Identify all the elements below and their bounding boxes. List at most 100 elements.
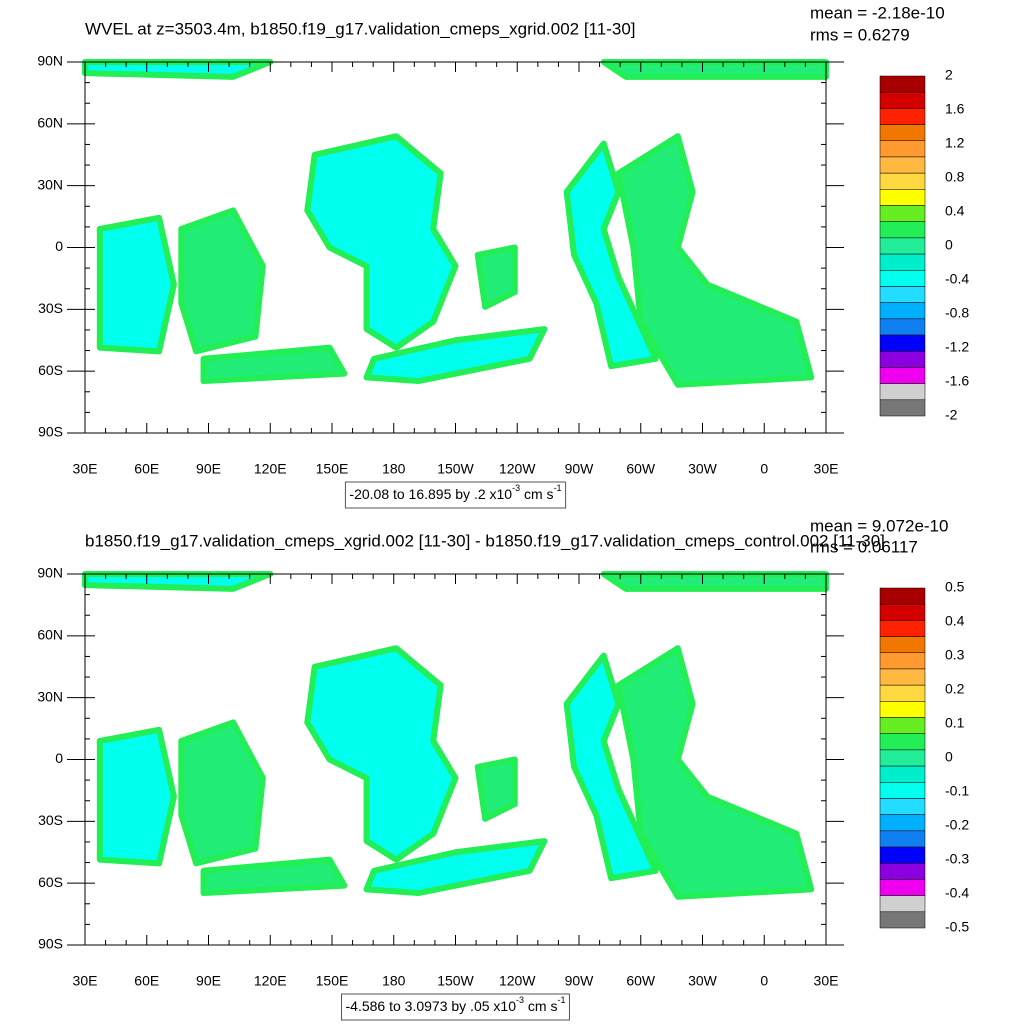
mean-label: mean = 9.072e-10 (810, 516, 948, 535)
colorbar-box (879, 782, 926, 799)
range-part: cm s (520, 486, 553, 502)
colorbar-box (879, 701, 926, 718)
colorbar-box (879, 399, 926, 417)
colorbar-box (879, 895, 926, 913)
x-tick-label: 30W (688, 461, 718, 477)
colorbar-box (879, 733, 926, 751)
colorbar-box (879, 879, 926, 896)
ocean-field (363, 838, 548, 897)
y-tick-label: 60N (37, 627, 63, 643)
ocean-field (178, 719, 266, 867)
colorbar-box (879, 367, 926, 384)
colorbar-box (879, 620, 926, 637)
x-tick-label: 30E (814, 973, 839, 989)
range-part: -20.08 to 16.895 by .2 x10 (349, 486, 512, 502)
x-tick-label: 30W (688, 973, 718, 989)
y-tick-label: 0 (55, 750, 63, 766)
colorbar-label: -1.6 (945, 373, 969, 389)
x-tick-label: 90E (196, 973, 221, 989)
colorbar-label: 0.2 (945, 681, 965, 697)
range-part: -3 (516, 995, 524, 1005)
y-tick-label: 30S (38, 812, 63, 828)
colorbar-box (879, 603, 926, 621)
colorbar-box (879, 221, 926, 239)
x-tick-label: 120W (499, 973, 536, 989)
range-part: -4.586 to 3.0973 by .05 x10 (346, 998, 517, 1014)
x-tick-label: 60W (626, 973, 656, 989)
colorbar-box (879, 172, 926, 190)
colorbar-label: 0 (945, 749, 953, 765)
panel: WVEL at z=3503.4m, b1850.f19_g17.validat… (37, 3, 969, 509)
x-tick-label: 120E (254, 461, 287, 477)
colorbar-box (879, 717, 926, 734)
ocean-field (178, 207, 266, 355)
colorbar-box (879, 302, 926, 320)
range-part: -1 (554, 483, 562, 493)
ocean-field (363, 326, 548, 385)
colorbar-box (879, 350, 926, 368)
colorbar-box (879, 156, 926, 174)
colorbar-box (879, 253, 926, 271)
ocean-field (82, 571, 274, 592)
colorbar-box (879, 765, 926, 783)
x-tick-label: 150W (437, 973, 474, 989)
ocean-field (563, 140, 659, 370)
colorbar-label: 0.5 (945, 579, 965, 595)
panel: b1850.f19_g17.validation_cmeps_xgrid.002… (37, 516, 969, 1021)
ocean-field (200, 344, 348, 385)
range-label: -4.586 to 3.0973 by .05 x10-3 cm s-1 (346, 995, 566, 1013)
colorbar-box (879, 318, 926, 336)
ocean-field (600, 571, 829, 592)
colorbar-box (879, 636, 926, 654)
y-tick-label: 90S (38, 936, 63, 952)
plot-title: WVEL at z=3503.4m, b1850.f19_g17.validat… (85, 19, 636, 38)
colorbar-box (879, 383, 926, 401)
colorbar-box (879, 668, 926, 686)
x-tick-label: 90W (565, 973, 595, 989)
colorbar-box (879, 652, 926, 670)
y-tick-label: 30N (37, 176, 63, 192)
ocean-field (563, 652, 659, 882)
ocean-field (615, 133, 815, 388)
y-tick-label: 0 (55, 238, 63, 254)
colorbar-label: -0.4 (945, 271, 969, 287)
x-tick-label: 180 (382, 973, 406, 989)
colorbar-box (879, 286, 926, 303)
colorbar-box (879, 205, 926, 222)
x-tick-label: 0 (760, 461, 768, 477)
axes (67, 61, 844, 434)
colorbar-box (879, 124, 926, 142)
x-tick-label: 120E (254, 973, 287, 989)
colorbar-box (879, 749, 926, 767)
colorbar-label: 0.4 (945, 203, 965, 219)
x-tick-label: 60W (626, 461, 656, 477)
mean-label: mean = -2.18e-10 (810, 3, 945, 22)
colorbar-label: -0.8 (945, 305, 969, 321)
colorbar-label: 0.4 (945, 613, 965, 629)
colorbar-label: -0.4 (945, 885, 969, 901)
x-tick-label: 30E (73, 973, 98, 989)
axes (67, 573, 844, 946)
x-tick-label: 120W (499, 461, 536, 477)
x-tick-label: 150E (316, 973, 349, 989)
colorbar-label: 0.8 (945, 169, 965, 185)
ocean-field (200, 856, 348, 897)
ocean-field (474, 756, 518, 822)
colorbar-box (879, 334, 926, 352)
colorbar-box (879, 587, 926, 605)
colorbar-label: 1.6 (945, 101, 965, 117)
y-tick-label: 60S (38, 874, 63, 890)
ocean-field (96, 214, 177, 355)
colorbar-label: -0.1 (945, 783, 969, 799)
ocean-field (96, 726, 177, 867)
colorbar-box (879, 270, 926, 287)
range-label: -20.08 to 16.895 by .2 x10-3 cm s-1 (349, 483, 561, 501)
colorbar-box (879, 189, 926, 206)
y-tick-label: 30S (38, 300, 63, 316)
x-tick-label: 150E (316, 461, 349, 477)
ocean-field (600, 59, 829, 80)
colorbar-label: 0 (945, 237, 953, 253)
plot-title: b1850.f19_g17.validation_cmeps_xgrid.002… (85, 531, 885, 550)
y-tick-label: 30N (37, 688, 63, 704)
